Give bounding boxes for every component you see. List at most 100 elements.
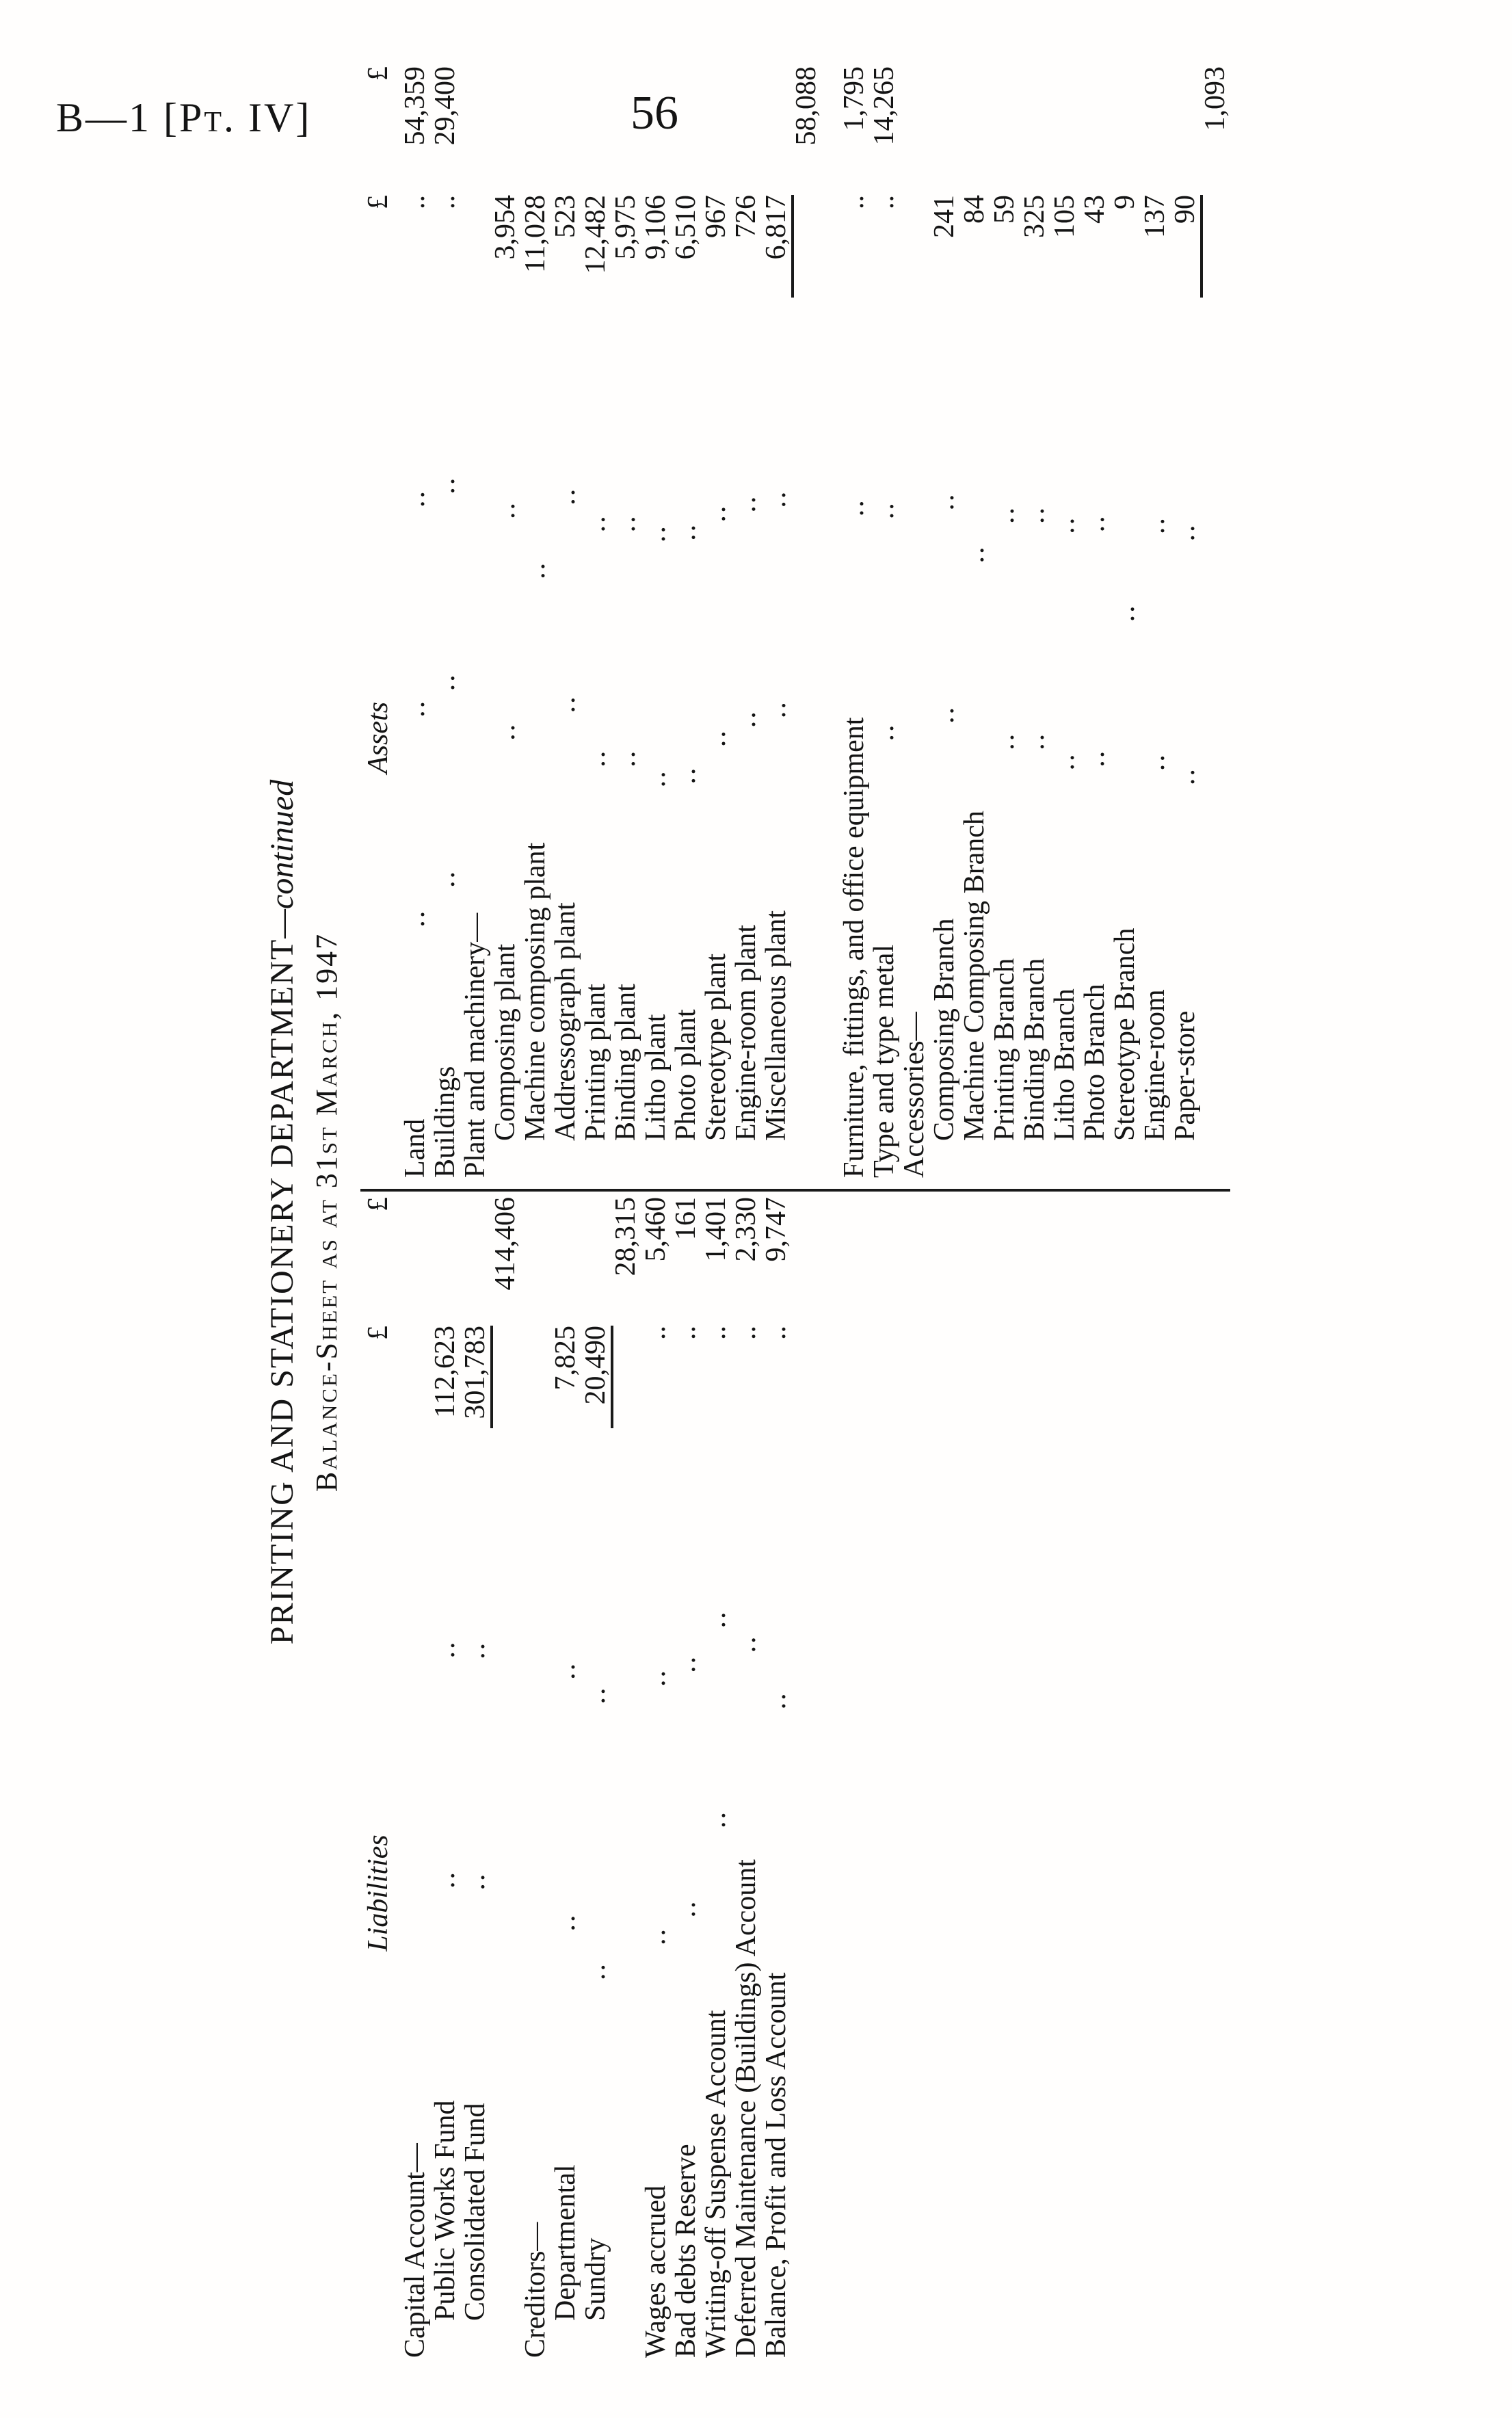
row-label: Composing Branch — [929, 918, 960, 1141]
sum-rule — [791, 195, 821, 298]
row-label: Sundry — [580, 2237, 611, 2321]
page-number: 56 — [631, 87, 678, 140]
leader-dots: .... — [580, 1428, 611, 2238]
amount-col2 — [490, 66, 520, 174]
amount-col2 — [460, 1197, 490, 1305]
leader-dot-group: .. — [550, 1913, 581, 1932]
table-row: Machine Composing Branch.. 84 — [959, 66, 990, 1178]
row-label: Public Works Fund — [429, 2100, 461, 2321]
row-label: Type and type metal — [868, 944, 900, 1178]
amount-col2 — [1170, 66, 1200, 174]
amount-col2: 5,460 — [640, 1197, 672, 1262]
row-label: Addressograph plant — [550, 902, 581, 1141]
leader-dots: ...... — [399, 298, 431, 1119]
row-label-cell: Capital Account— — [399, 1428, 431, 2358]
row-label-cell: Machine composing plant.. — [520, 298, 551, 1178]
amount-col2: 1,401 — [700, 1197, 732, 1262]
amount-col1 — [460, 195, 490, 298]
amount-col1: 20,490 — [580, 1326, 611, 1405]
row-label: Creditors— — [520, 2222, 551, 2358]
row-label-cell: Buildings...... — [429, 298, 461, 1178]
leader-dots: .... — [610, 298, 641, 984]
row-label: Printing plant — [580, 984, 611, 1141]
row-label: Composing plant — [490, 943, 521, 1141]
row-label-cell: Stereotype Branch.. — [1109, 298, 1141, 1178]
leader-dot-group: .. — [670, 522, 702, 541]
amount-col1: 9 — [1109, 195, 1141, 209]
row-label: Binding Branch — [1019, 958, 1050, 1141]
row-label: Engine-room plant — [730, 924, 762, 1141]
leader-dot-group: .. — [760, 1691, 792, 1710]
table-row: Binding Branch.... 325 — [1019, 66, 1050, 1178]
leader-dots: .... — [929, 298, 960, 919]
row-label-cell: Writing-off Suspense Account.... — [700, 1428, 732, 2358]
row-label: Deferred Maintenance (Buildings) Account — [730, 1859, 762, 2358]
amount-col2: 9,747 — [760, 1197, 792, 1262]
amount-col2 — [430, 1197, 460, 1305]
row-label-cell: Type and type metal.... — [868, 298, 900, 1178]
leader-dots: .. — [520, 298, 551, 843]
amount-col1: .. — [399, 195, 431, 209]
amount-col1: 43 — [1079, 195, 1111, 224]
leader-dot-group: .. — [1019, 505, 1050, 524]
row-label-cell: Photo Branch.... — [1079, 298, 1111, 1178]
leader-dot-group: .. — [550, 486, 581, 505]
leader-dots: .... — [760, 298, 792, 910]
amount-col1: 967 — [700, 195, 732, 238]
sheet-subtitle: Balance-Sheet as at 31st March, 1947 — [310, 932, 343, 1493]
table-row: Machine composing plant.. 11,028 — [520, 66, 551, 1178]
row-label-cell: Engine-room.... — [1139, 298, 1171, 1178]
amount-col2 — [520, 1197, 551, 1305]
leader-dots: .... — [460, 1428, 491, 2103]
pound-symbol-col2: £ — [362, 66, 394, 81]
leader-dots: .... — [1169, 298, 1201, 1011]
amount-col2: 54,359 — [399, 66, 431, 146]
leader-dot-group: .. — [670, 1654, 702, 1673]
row-label: Miscellaneous plant — [760, 910, 792, 1141]
leader-dot-group: .. — [1079, 514, 1111, 533]
leader-dots: .. — [1109, 298, 1141, 928]
row-label: Capital Account— — [399, 2143, 431, 2358]
amount-col2 — [899, 66, 929, 174]
row-label-cell: Binding plant.... — [610, 298, 641, 1178]
table-row: Deferred Maintenance (Buildings) Account… — [730, 1197, 762, 2358]
leader-dots: .... — [1139, 298, 1171, 989]
leader-dot-group: .. — [580, 1962, 611, 1981]
amount-col2 — [581, 1197, 611, 1305]
table-row: Photo plant.... 6,510 — [670, 66, 702, 1178]
leader-dot-group: .. — [670, 1899, 702, 1918]
amount-col1 — [520, 1326, 551, 1428]
row-label-cell: Accessories— — [899, 298, 930, 1178]
row-label-cell: Litho Branch.... — [1049, 298, 1080, 1178]
table-row: Type and type metal...... 14,265 — [868, 66, 900, 1178]
table-row: Buildings........ 29,400 — [429, 66, 461, 1178]
sheet-title-continued: —continued — [264, 779, 300, 938]
leader-dot-group: .. — [640, 1668, 672, 1687]
row-label: Stereotype Branch — [1109, 928, 1141, 1141]
table-row: Capital Account— — [399, 1197, 431, 2358]
sheet-title-main: PRINTING AND STATIONERY DEPARTMENT — [264, 938, 300, 1645]
row-label-cell: Printing Branch.... — [989, 298, 1020, 1178]
table-row: Binding plant.... 5,975 — [610, 66, 641, 1178]
leader-dot-group: .. — [1139, 752, 1171, 772]
amount-col1: 241 — [929, 195, 960, 238]
table-row: Printing Branch.... 59 — [989, 66, 1020, 1178]
row-label-cell: Litho plant.... — [640, 298, 672, 1178]
leader-dot-group: .. — [399, 908, 431, 928]
leader-dots: .... — [670, 1428, 702, 2144]
pound-symbol-col2: £ — [362, 1197, 394, 1211]
amount-col1: 325 — [1019, 195, 1050, 238]
leader-dot-group: .. — [1139, 516, 1171, 535]
row-label-cell: Stereotype plant.... — [700, 298, 732, 1178]
group-gap — [821, 66, 839, 1178]
row-label-cell: Furniture, fittings, and office equipmen… — [838, 298, 870, 1178]
row-label-cell: Public Works Fund.... — [429, 1428, 461, 2358]
amount-col2 — [611, 66, 641, 174]
leader-dot-group: .. — [1079, 748, 1111, 767]
assets-section: Assets £ £ Land........ 54,359 Buildings..… — [360, 66, 1231, 1192]
amount-col1: .. — [868, 195, 900, 209]
leader-dot-group: .. — [429, 672, 461, 692]
amount-col1: 9,106 — [640, 195, 672, 260]
amount-col1: 137 — [1139, 195, 1171, 238]
leader-dot-group: .. — [1049, 515, 1080, 534]
